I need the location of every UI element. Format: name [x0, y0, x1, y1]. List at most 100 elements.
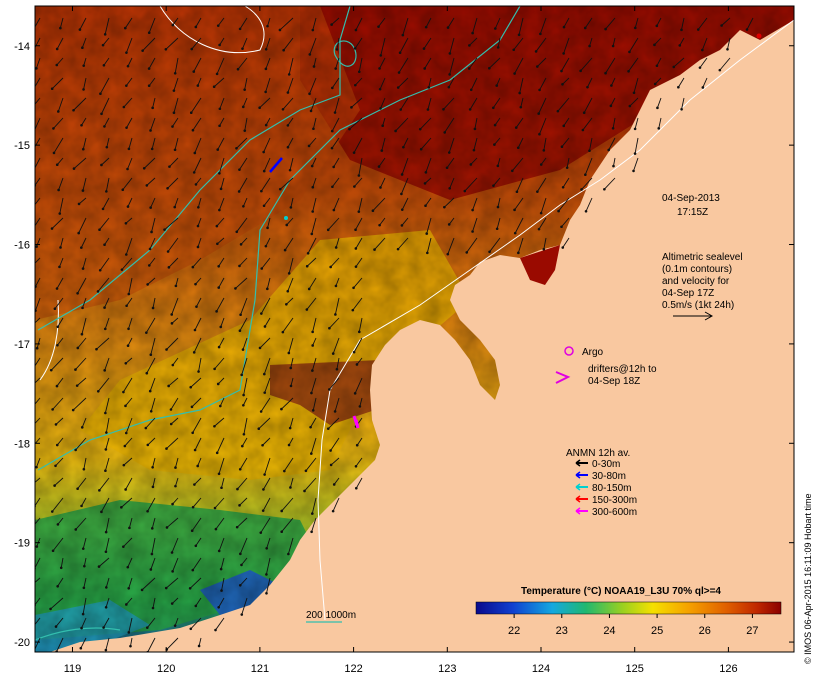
velocity-arrow [55, 457, 64, 467]
velocity-arrow [75, 357, 87, 370]
velocity-arrow [244, 117, 248, 131]
velocity-arrow-head [219, 567, 223, 571]
colorbar-ticks: 22 23 24 25 26 27 [508, 614, 759, 637]
velocity-arrow [175, 457, 179, 468]
velocity-arrow-head [240, 563, 243, 567]
velocity-arrow [145, 317, 156, 333]
velocity-arrow-head [104, 448, 108, 451]
velocity-arrow [587, 77, 593, 88]
velocity-arrow-head [172, 89, 176, 92]
velocity-arrow [101, 97, 110, 114]
velocity-arrow-head [219, 187, 223, 191]
velocity-arrow [327, 217, 340, 231]
velocity-arrow [56, 37, 64, 50]
velocity-arrow [283, 457, 294, 472]
velocity-arrow-head [326, 228, 330, 232]
velocity-arrow [83, 557, 87, 567]
velocity-arrow-head [266, 226, 269, 230]
velocity-arrow-head [217, 286, 221, 289]
velocity-arrow-head [633, 127, 637, 131]
velocity-arrow-head [262, 169, 266, 173]
velocity-arrow [35, 517, 41, 525]
velocity-arrow [612, 117, 616, 129]
velocity-arrow [353, 277, 363, 289]
velocity-arrow-head [334, 284, 338, 288]
velocity-arrow-head [54, 625, 58, 628]
velocity-arrow [536, 177, 547, 192]
velocity-arrow [260, 517, 271, 533]
velocity-arrow-head [584, 173, 587, 177]
velocity-arrow-head [102, 63, 106, 67]
velocity-arrow [35, 637, 41, 651]
velocity-arrow [51, 77, 64, 90]
velocity-arrow [266, 577, 271, 594]
velocity-arrow [80, 637, 87, 649]
velocity-arrow [35, 297, 41, 311]
velocity-arrow [242, 37, 248, 49]
velocity-arrow-head [74, 528, 78, 531]
velocity-arrow-head [31, 51, 34, 54]
velocity-arrow [59, 17, 64, 29]
velocity-arrow-head [519, 105, 523, 109]
velocity-arrow [563, 17, 570, 28]
velocity-arrow [220, 557, 225, 570]
velocity-arrow-head [215, 310, 218, 313]
velocity-arrow [147, 277, 156, 285]
velocity-arrow [563, 117, 570, 127]
velocity-arrow [327, 417, 340, 429]
velocity-arrow [520, 97, 524, 108]
velocity-arrow [219, 37, 225, 46]
velocity-arrow-head [169, 408, 173, 411]
velocity-arrow-head [76, 487, 79, 491]
velocity-arrow [379, 57, 386, 69]
velocity-arrow-head [171, 125, 174, 128]
velocity-arrow-head [218, 43, 221, 47]
velocity-arrow-head [30, 208, 33, 211]
velocity-arrow-head [492, 106, 495, 110]
velocity-arrow [125, 357, 133, 364]
velocity-arrow [516, 177, 524, 192]
velocity-arrow [124, 437, 133, 447]
velocity-arrow [218, 457, 225, 474]
velocity-arrow [240, 297, 248, 315]
velocity-arrow-head [150, 527, 154, 530]
velocity-arrow [55, 617, 64, 627]
velocity-arrow-head [350, 106, 353, 109]
velocity-arrow [543, 237, 547, 250]
velocity-arrow-head [311, 344, 314, 347]
velocity-arrow [126, 117, 133, 128]
velocity-arrow [82, 537, 87, 549]
velocity-arrow-head [307, 287, 311, 291]
x-tick-label: 123 [438, 663, 456, 675]
velocity-arrow-head [122, 105, 126, 109]
velocity-arrow [127, 337, 133, 346]
velocity-arrow [288, 257, 294, 274]
colorbar-tick-label: 26 [699, 625, 711, 637]
velocity-arrow [288, 57, 294, 75]
velocity-arrow-head [146, 283, 149, 286]
velocity-arrow [147, 637, 156, 652]
x-axis-ticks: 119 120 121 122 123 124 125 126 [64, 6, 738, 675]
y-tick-label: -19 [14, 538, 30, 550]
velocity-arrow-head [214, 628, 217, 632]
depth-legend-label: 30-80m [592, 471, 626, 482]
velocity-arrow [236, 217, 248, 233]
velocity-arrow [449, 57, 455, 75]
velocity-arrow-head [357, 174, 361, 177]
velocity-arrow [330, 437, 340, 451]
velocity-arrow [127, 57, 133, 67]
velocity-arrow [124, 17, 133, 29]
velocity-arrow [263, 477, 271, 490]
velocity-arrow-head [32, 148, 35, 151]
velocity-arrow-head [446, 252, 450, 256]
velocity-arrow [355, 217, 363, 230]
velocity-arrow [539, 77, 547, 91]
velocity-arrow-head [311, 330, 314, 334]
velocity-arrow [515, 117, 524, 128]
velocity-arrow [128, 317, 133, 329]
velocity-arrow [353, 337, 363, 353]
velocity-arrow-head [81, 612, 85, 616]
velocity-arrow [218, 257, 225, 267]
velocity-arrow [519, 77, 524, 94]
velocity-arrow [102, 197, 110, 210]
